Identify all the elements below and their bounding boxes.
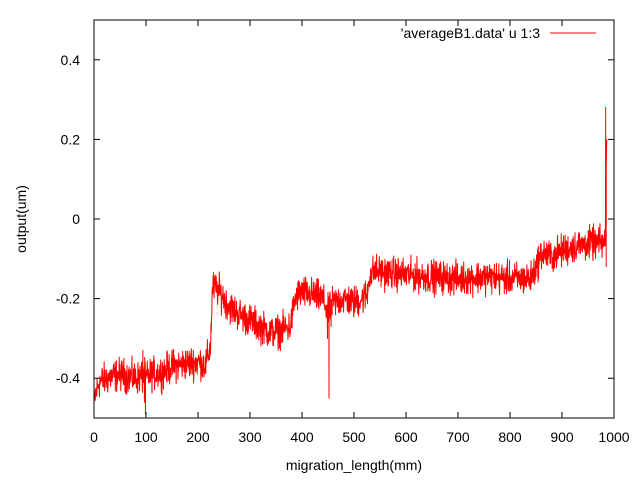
y-tick-label: 0 — [72, 211, 80, 227]
series-line — [93, 107, 608, 415]
y-tick-label: -0.2 — [56, 291, 80, 307]
y-tick-label: -0.4 — [56, 370, 80, 386]
y-tick-label: 0.2 — [61, 131, 81, 147]
legend-label: 'averageB1.data' u 1:3 — [401, 25, 540, 41]
x-tick-label: 100 — [134, 429, 158, 445]
y-tick-label: 0.4 — [61, 52, 81, 68]
x-tick-label: 200 — [186, 429, 210, 445]
x-tick-label: 700 — [446, 429, 470, 445]
x-tick-label: 300 — [238, 429, 262, 445]
series-layer — [93, 107, 608, 415]
x-tick-label: 0 — [90, 429, 98, 445]
x-tick-label: 600 — [394, 429, 418, 445]
x-tick-label: 1000 — [598, 429, 629, 445]
x-tick-label: 800 — [498, 429, 522, 445]
x-tick-label: 500 — [342, 429, 366, 445]
y-axis-label: output(um) — [13, 185, 29, 253]
x-tick-label: 400 — [290, 429, 314, 445]
x-tick-label: 900 — [550, 429, 574, 445]
legend: 'averageB1.data' u 1:3 — [401, 25, 596, 41]
x-axis-label: migration_length(mm) — [286, 457, 422, 473]
ticks-layer: 0 100 200 300 400 500 600 700 800 900 1000 -0.4 -0.2… — [56, 20, 630, 445]
